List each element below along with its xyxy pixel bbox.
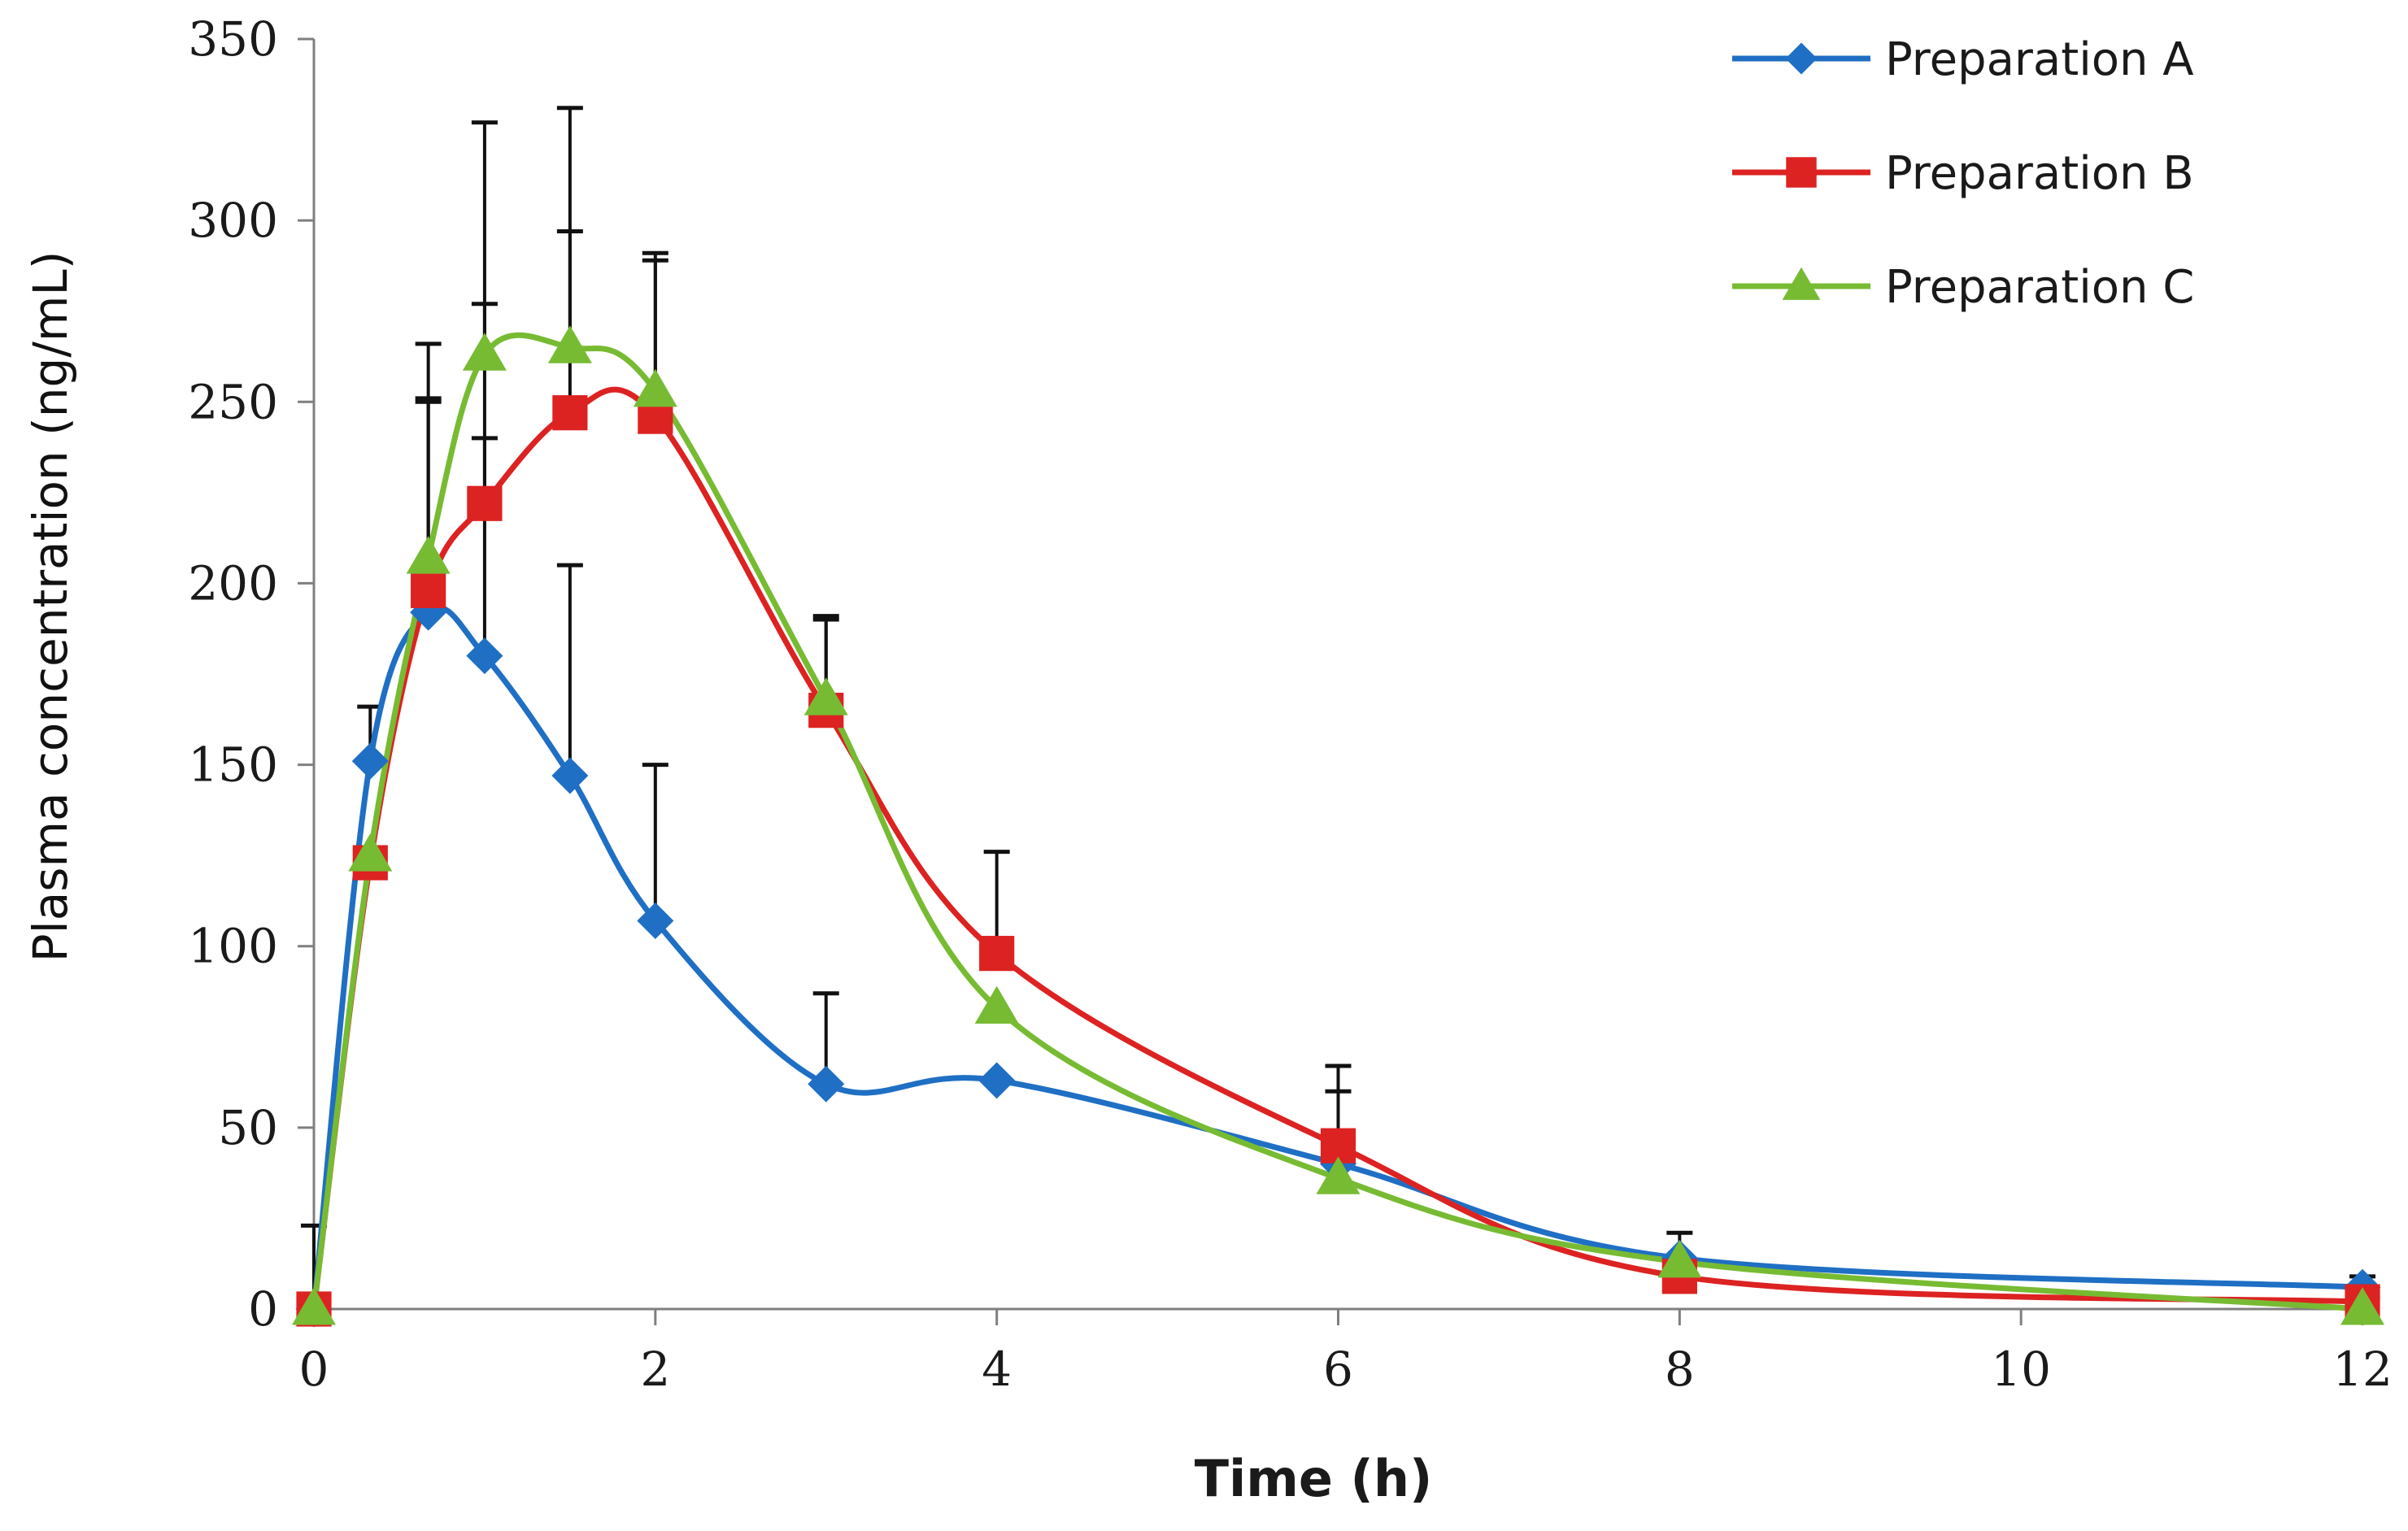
error-bar [642, 250, 668, 391]
x-tick-label: 8 [1665, 1342, 1695, 1397]
data-point-square [979, 936, 1015, 972]
data-point-square [1786, 157, 1817, 188]
x-axis-title: Time (h) [1195, 1449, 1433, 1508]
data-point-diamond [637, 902, 674, 939]
x-tick-label: 2 [640, 1342, 670, 1397]
data-point-diamond [1785, 42, 1818, 75]
data-point-triangle [348, 833, 393, 872]
data-point-triangle [633, 368, 677, 407]
y-tick-label: 250 [188, 374, 278, 429]
data-point-triangle [292, 1287, 336, 1325]
y-tick-label: 150 [188, 737, 278, 793]
tick-labels: 0 50 100 150 200 250 300 350 0 2 4 6 8 10 12 [188, 11, 2393, 1397]
series-line-preparation-a [311, 604, 2363, 1310]
legend-item: Preparation A [1732, 33, 2194, 86]
data-point-square [467, 485, 503, 521]
data-point-square [411, 572, 446, 608]
legend: Preparation A Preparation B Preparation C [1732, 33, 2194, 314]
axes [298, 37, 2364, 1325]
data-point-triangle [803, 677, 848, 715]
error-bars [301, 106, 2375, 1309]
x-tick-label: 0 [299, 1342, 329, 1397]
data-point-triangle [1657, 1239, 1702, 1278]
data-point-triangle [406, 536, 451, 574]
y-tick-label: 100 [188, 919, 278, 974]
data-point-square [552, 395, 588, 431]
legend-item: Preparation B [1732, 147, 2194, 200]
legend-label: Preparation C [1885, 261, 2194, 314]
error-bar [556, 106, 583, 348]
legend-item: Preparation C [1732, 261, 2194, 314]
error-bar [471, 120, 498, 355]
x-tick-label: 10 [1991, 1342, 2051, 1397]
error-bar [556, 563, 583, 776]
data-point-diamond [978, 1062, 1016, 1099]
y-axis-title: Plasma concentration (ng/mL) [23, 251, 78, 963]
series-line-preparation-c [311, 332, 2363, 1312]
data-point-triangle [462, 333, 507, 371]
data-point-diamond [351, 742, 389, 780]
legend-label: Preparation B [1885, 147, 2194, 200]
data-point-diamond [808, 1065, 845, 1103]
data-point-diamond [466, 637, 503, 675]
y-tick-label: 300 [188, 193, 278, 248]
error-bar [642, 763, 668, 921]
legend-label: Preparation A [1885, 33, 2194, 86]
series-lines [311, 332, 2363, 1312]
y-tick-label: 50 [218, 1100, 278, 1155]
data-point-triangle [547, 325, 592, 363]
x-tick-label: 4 [982, 1342, 1012, 1397]
y-tick-label: 0 [248, 1281, 278, 1337]
data-point-triangle [1316, 1156, 1361, 1194]
data-point-triangle [1782, 267, 1821, 300]
x-tick-label: 12 [2332, 1342, 2393, 1397]
y-tick-label: 200 [188, 555, 278, 611]
series-markers [292, 325, 2384, 1328]
data-point-triangle [974, 985, 1019, 1024]
data-point-diamond [551, 757, 589, 794]
data-point-triangle [2341, 1287, 2384, 1325]
error-bar [415, 341, 442, 559]
x-tick-label: 6 [1323, 1342, 1353, 1397]
y-tick-label: 350 [188, 11, 278, 67]
